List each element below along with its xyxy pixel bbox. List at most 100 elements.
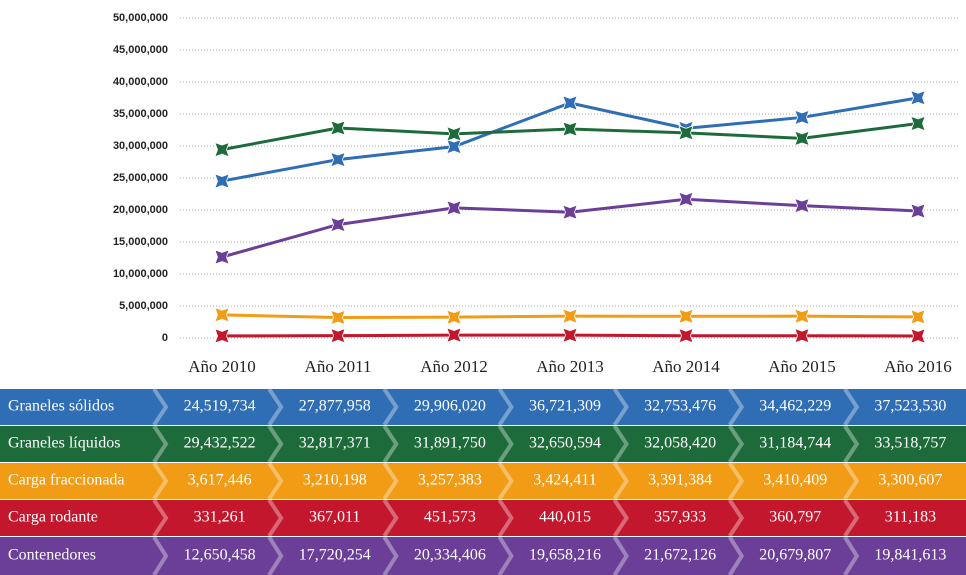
point-marker	[562, 204, 578, 220]
cell-value: 31,184,744	[759, 435, 831, 452]
cell-value: 451,573	[424, 509, 476, 526]
point-marker	[446, 200, 462, 216]
table-row	[0, 463, 966, 499]
cell-separator	[152, 498, 169, 538]
x-tick-label: Año 2015	[768, 357, 836, 376]
cell-value: 20,679,807	[759, 547, 831, 564]
point-marker	[214, 307, 230, 323]
cell-value: 3,300,607	[878, 472, 942, 489]
y-tick-label: 50,000,000	[113, 12, 168, 24]
point-marker	[678, 191, 694, 208]
cell-separator	[152, 535, 169, 575]
point-marker	[910, 115, 926, 132]
point-marker	[446, 126, 462, 142]
cell-separator	[612, 498, 629, 538]
cell-value: 20,334,406	[414, 547, 486, 564]
cell-separator	[497, 387, 514, 427]
cell-separator	[382, 498, 399, 538]
point-marker	[910, 309, 926, 325]
cell-separator	[728, 535, 745, 575]
cell-value: 3,391,384	[648, 472, 712, 489]
cell-value: 19,658,216	[529, 547, 601, 564]
cell-value: 440,015	[539, 509, 591, 526]
cell-separator	[843, 498, 860, 538]
cell-value: 32,058,420	[644, 435, 716, 452]
cell-separator	[382, 461, 399, 501]
cell-separator	[267, 387, 284, 427]
row-label: Graneles líquidos	[8, 435, 120, 452]
y-tick-label: 0	[162, 332, 168, 344]
cell-separator	[382, 424, 399, 464]
row-label: Graneles sólidos	[8, 398, 114, 415]
point-marker	[678, 327, 694, 344]
cell-separator	[843, 424, 860, 464]
x-tick-label: Año 2010	[188, 357, 256, 376]
cell-separator	[612, 424, 629, 464]
point-marker	[330, 216, 346, 233]
cell-separator	[612, 535, 629, 575]
point-marker	[794, 109, 810, 126]
cell-separator	[612, 387, 629, 427]
row-label: Carga fraccionada	[8, 472, 125, 489]
table-row	[0, 389, 966, 425]
cell-separator	[843, 461, 860, 501]
point-marker	[330, 151, 346, 168]
cell-separator	[382, 535, 399, 575]
cell-value: 21,672,126	[644, 547, 716, 564]
cell-separator	[152, 461, 169, 501]
point-marker	[678, 308, 694, 325]
cell-value: 3,210,198	[303, 472, 367, 489]
series-line	[221, 96, 919, 183]
cell-separator	[728, 424, 745, 464]
x-tick-label: Año 2012	[420, 357, 488, 376]
point-marker	[794, 308, 810, 324]
cell-value: 32,753,476	[644, 398, 716, 415]
cell-value: 27,877,958	[299, 398, 371, 415]
y-tick-label: 15,000,000	[113, 236, 168, 248]
point-marker	[910, 90, 926, 106]
point-marker	[330, 309, 346, 326]
cell-value: 33,518,757	[874, 435, 946, 452]
cell-value: 37,523,530	[874, 398, 946, 415]
point-marker	[330, 327, 346, 344]
row-label: Contenedores	[8, 547, 96, 564]
point-marker	[330, 120, 346, 136]
cell-separator	[152, 424, 169, 464]
y-tick-label: 10,000,000	[113, 268, 168, 280]
cell-separator	[728, 498, 745, 538]
y-tick-label: 30,000,000	[113, 140, 168, 152]
cell-separator	[497, 535, 514, 575]
cell-separator	[728, 461, 745, 501]
point-marker	[562, 95, 578, 111]
y-tick-label: 35,000,000	[113, 108, 168, 120]
cell-value: 36,721,309	[529, 398, 601, 415]
cell-separator	[267, 498, 284, 538]
cell-separator	[267, 424, 284, 464]
cell-value: 32,817,371	[299, 435, 371, 452]
x-tick-label: Año 2016	[884, 357, 952, 376]
cell-value: 3,257,383	[418, 472, 482, 489]
cell-separator	[152, 387, 169, 427]
point-marker	[214, 328, 230, 344]
table-row	[0, 426, 966, 462]
row-label: Carga rodante	[8, 509, 98, 526]
cell-value: 331,261	[194, 509, 246, 526]
cell-value: 31,891,750	[414, 435, 486, 452]
cell-separator	[497, 498, 514, 538]
point-marker	[562, 327, 578, 343]
cell-value: 3,410,409	[763, 472, 827, 489]
y-tick-label: 5,000,000	[119, 300, 168, 312]
point-marker	[678, 125, 694, 141]
y-tick-label: 20,000,000	[113, 204, 168, 216]
cell-separator	[382, 387, 399, 427]
point-marker	[910, 203, 926, 219]
cell-value: 12,650,458	[184, 547, 256, 564]
y-tick-label: 25,000,000	[113, 172, 168, 184]
cell-value: 32,650,594	[529, 435, 601, 452]
point-marker	[794, 197, 810, 214]
cell-value: 367,011	[309, 509, 360, 526]
cell-value: 3,424,411	[533, 472, 596, 489]
table-row	[0, 500, 966, 536]
cell-separator	[612, 461, 629, 501]
